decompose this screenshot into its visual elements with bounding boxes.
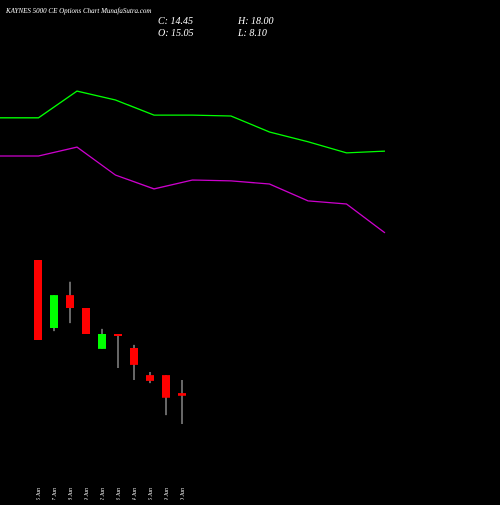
x-tick-label: 09 Jun — [84, 488, 90, 500]
candle-body — [34, 260, 42, 340]
candle-body — [50, 295, 58, 328]
x-tick-label: 19 Jun — [164, 488, 170, 500]
indicator-line — [0, 146, 386, 234]
x-tick-label: 13 Jun — [116, 488, 122, 500]
high-label: H: 18.00 — [237, 16, 274, 27]
candle-body — [82, 308, 90, 334]
low-label: L: 8.10 — [237, 28, 267, 39]
chart-title: KAYNES 5000 CE Options Chart MunafaSutra… — [5, 7, 151, 15]
candle-body — [178, 393, 186, 396]
x-tick-label: 08 Jun — [68, 488, 74, 500]
candle-body — [162, 375, 170, 398]
candle-body — [114, 334, 122, 336]
candle-body — [130, 348, 138, 365]
close-label: C: 14.45 — [158, 16, 193, 27]
candle-body — [98, 334, 106, 349]
x-tick-label: 06 Jun — [36, 488, 42, 500]
x-tick-label: 12 Jun — [100, 488, 106, 500]
candle-body — [146, 375, 154, 381]
x-tick-label: 07 Jun — [52, 488, 58, 500]
open-label: O: 15.05 — [158, 28, 194, 39]
x-tick-label: 14 Jun — [131, 488, 138, 500]
x-tick-label: 16 Jun — [148, 488, 154, 500]
x-tick-label: 20 Jun — [180, 488, 186, 500]
indicator-line — [0, 90, 386, 154]
candle-body — [66, 295, 74, 308]
